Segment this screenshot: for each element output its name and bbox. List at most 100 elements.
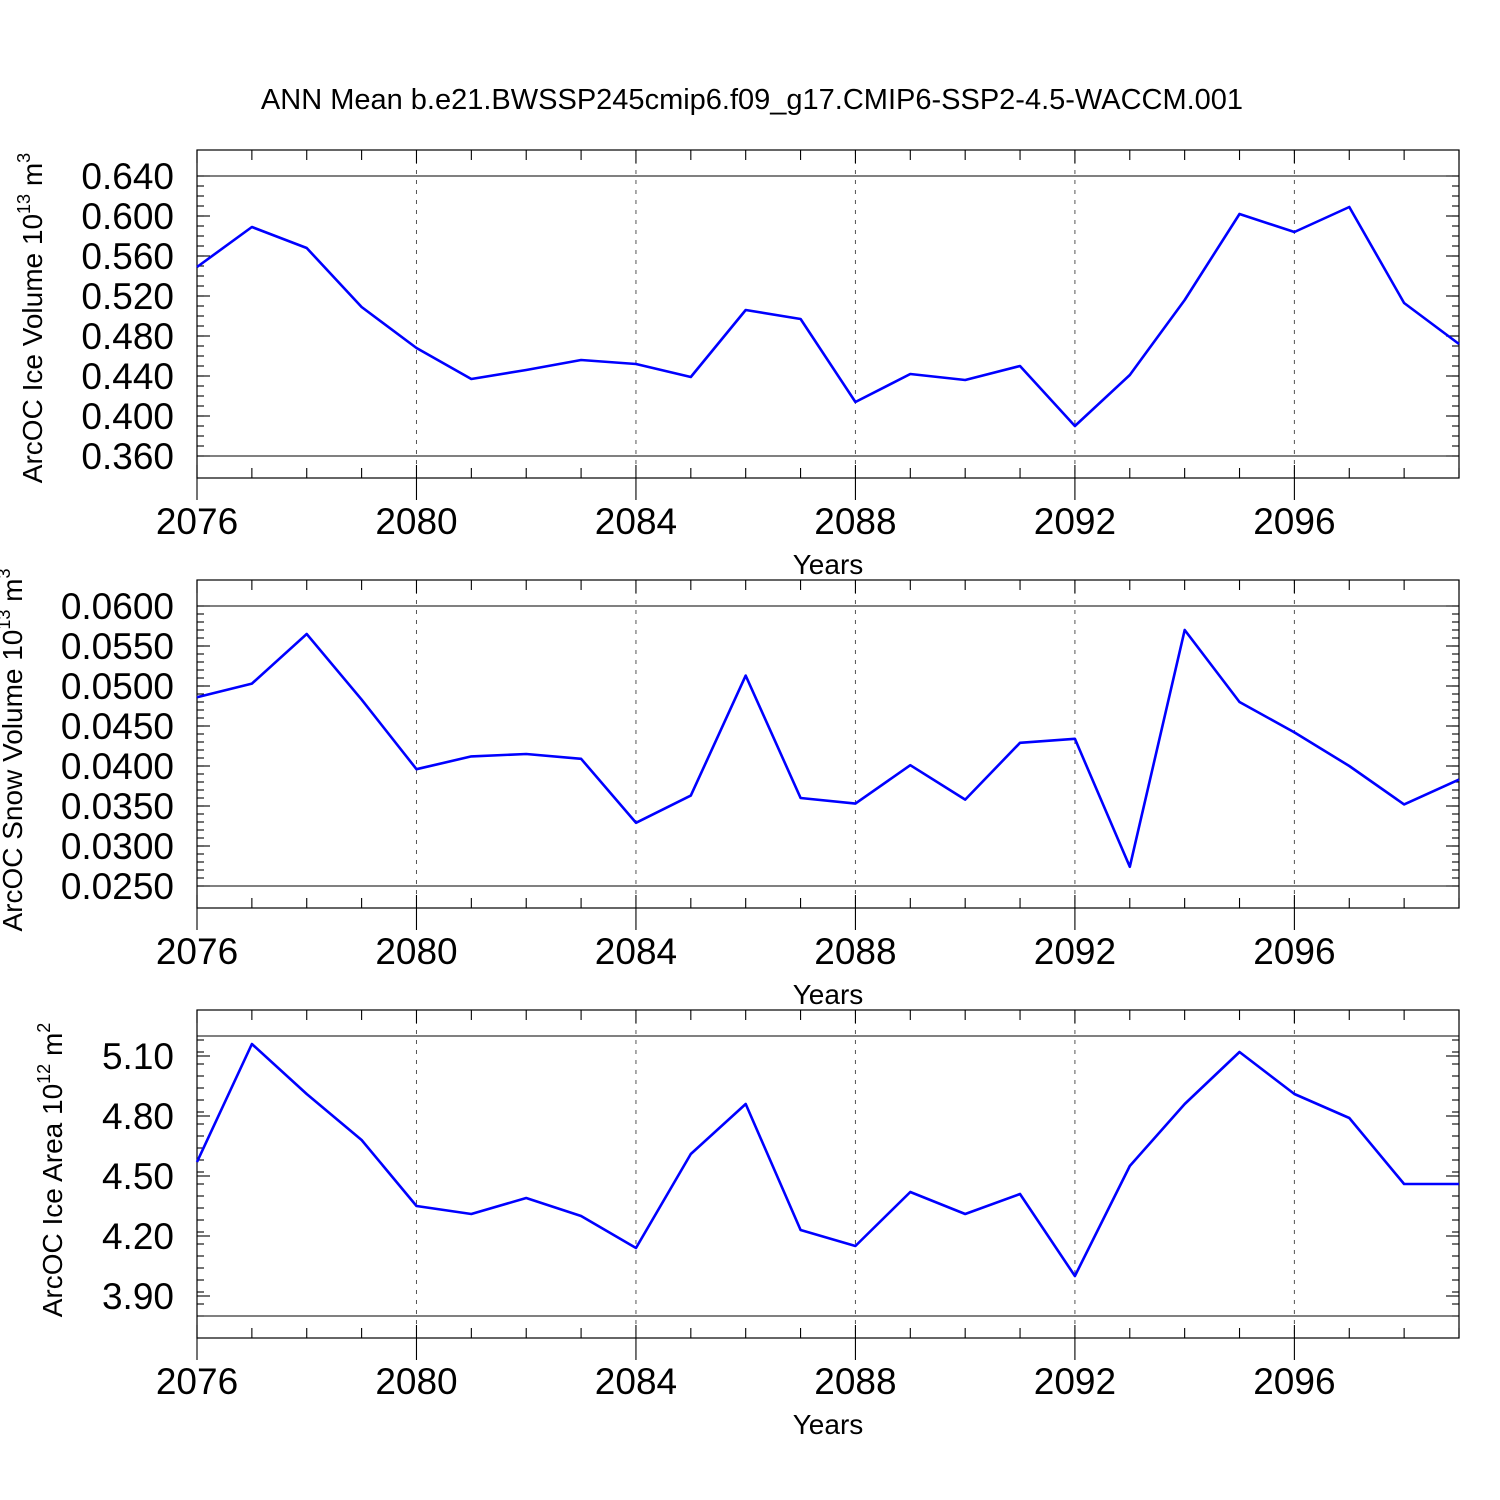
data-point <box>1238 700 1242 704</box>
x-tick-label: 2080 <box>375 931 457 972</box>
data-point <box>414 1204 418 1208</box>
data-point <box>799 796 803 800</box>
y-tick-label: 0.0300 <box>61 826 174 867</box>
data-point <box>195 1160 199 1164</box>
y-tick-label: 0.480 <box>81 316 174 357</box>
data-point <box>469 1212 473 1216</box>
chart-panels: 0.3600.4000.4400.4800.5200.5600.6000.640… <box>0 149 1461 1440</box>
x-tick-label: 2084 <box>595 1361 677 1402</box>
data-point <box>1347 205 1351 209</box>
y-tick-label: 0.360 <box>81 436 174 477</box>
x-tick-label: 2088 <box>814 501 896 542</box>
x-tick-label: 2076 <box>156 931 238 972</box>
x-tick-label: 2088 <box>814 931 896 972</box>
data-point <box>1018 364 1022 368</box>
data-point <box>1238 212 1242 216</box>
data-point <box>1292 730 1296 734</box>
x-axis-label: Years <box>793 549 864 580</box>
x-tick-label: 2092 <box>1034 501 1116 542</box>
data-point <box>524 368 528 372</box>
y-tick-label: 0.0250 <box>61 866 174 907</box>
x-tick-label: 2096 <box>1253 501 1335 542</box>
data-point <box>360 305 364 309</box>
series-line-ice-area <box>195 1042 1459 1278</box>
data-point <box>1183 1102 1187 1106</box>
data-point <box>579 1214 583 1218</box>
data-point <box>1292 230 1296 234</box>
x-tick-label: 2092 <box>1034 931 1116 972</box>
data-point <box>250 1042 254 1046</box>
x-tick-label: 2076 <box>156 501 238 542</box>
y-tick-label: 3.90 <box>102 1276 174 1317</box>
data-point <box>744 674 748 678</box>
data-point <box>1457 342 1461 346</box>
y-tick-label: 4.20 <box>102 1216 174 1257</box>
x-tick-label: 2096 <box>1253 931 1335 972</box>
data-point <box>963 1212 967 1216</box>
data-point <box>689 1152 693 1156</box>
data-point <box>414 767 418 771</box>
data-point <box>1402 802 1406 806</box>
data-point <box>908 1190 912 1194</box>
data-point <box>1347 1116 1351 1120</box>
data-point <box>1073 424 1077 428</box>
data-point <box>305 1092 309 1096</box>
y-tick-label: 0.560 <box>81 236 174 277</box>
data-point <box>1128 373 1132 377</box>
chart-ice-area: 3.90 4.20 4.50 4.80 5.10 2076 2080 2084 2088 2092… <box>34 1009 1461 1440</box>
figure-title: ANN Mean b.e21.BWSSP245cmip6.f09_g17.CMI… <box>261 84 1243 116</box>
data-point <box>1128 865 1132 869</box>
data-point <box>524 752 528 756</box>
data-point <box>1457 1182 1461 1186</box>
data-point <box>1073 737 1077 741</box>
y-tick-label: 0.0400 <box>61 746 174 787</box>
x-tick-label: 2084 <box>595 501 677 542</box>
data-point <box>250 225 254 229</box>
y-axis-label: ArcOC Snow Volume 1013 m3 <box>0 568 28 931</box>
y-axis-label: ArcOC Ice Area 1012 m2 <box>34 1023 68 1318</box>
series-line-snow-volume <box>196 628 1460 869</box>
data-point <box>1018 741 1022 745</box>
data-point <box>634 362 638 366</box>
data-point <box>1073 1274 1077 1278</box>
data-point <box>1292 1092 1296 1096</box>
data-point <box>1402 1182 1406 1186</box>
plot-frame <box>196 1009 1460 1339</box>
data-point <box>250 682 254 686</box>
y-tick-label: 0.0500 <box>61 666 174 707</box>
x-tick-label: 2092 <box>1034 1361 1116 1402</box>
data-point <box>1018 1192 1022 1196</box>
data-point <box>195 265 199 269</box>
x-tick-label: 2088 <box>814 1361 896 1402</box>
y-tick-label: 0.640 <box>81 156 174 197</box>
x-tick-label: 2084 <box>595 931 677 972</box>
data-point <box>853 400 857 404</box>
plot-frame <box>196 579 1460 909</box>
data-point <box>799 317 803 321</box>
x-tick-label: 2080 <box>375 501 457 542</box>
y-axis-label: ArcOC Ice Volume 1013 m3 <box>14 153 48 483</box>
data-point <box>908 372 912 376</box>
data-point <box>853 1244 857 1248</box>
data-point <box>908 763 912 767</box>
data-point <box>1128 1164 1132 1168</box>
x-tick-label: 2096 <box>1253 1361 1335 1402</box>
data-point <box>360 698 364 702</box>
data-point <box>799 1228 803 1232</box>
data-point <box>689 794 693 798</box>
y-tick-label: 5.10 <box>102 1036 174 1077</box>
x-axis-label: Years <box>793 979 864 1010</box>
y-tick-label: 0.0550 <box>61 626 174 667</box>
data-point <box>579 358 583 362</box>
data-point <box>1402 301 1406 305</box>
data-point <box>469 377 473 381</box>
data-point <box>1183 298 1187 302</box>
data-point <box>853 802 857 806</box>
y-tick-label: 0.400 <box>81 396 174 437</box>
chart-snow-volume: 0.02500.03000.03500.04000.04500.05000.05… <box>0 568 1460 1010</box>
y-tick-label: 0.520 <box>81 276 174 317</box>
data-point <box>305 632 309 636</box>
chart-ice-volume: 0.3600.4000.4400.4800.5200.5600.6000.640… <box>14 149 1461 580</box>
x-tick-label: 2076 <box>156 1361 238 1402</box>
